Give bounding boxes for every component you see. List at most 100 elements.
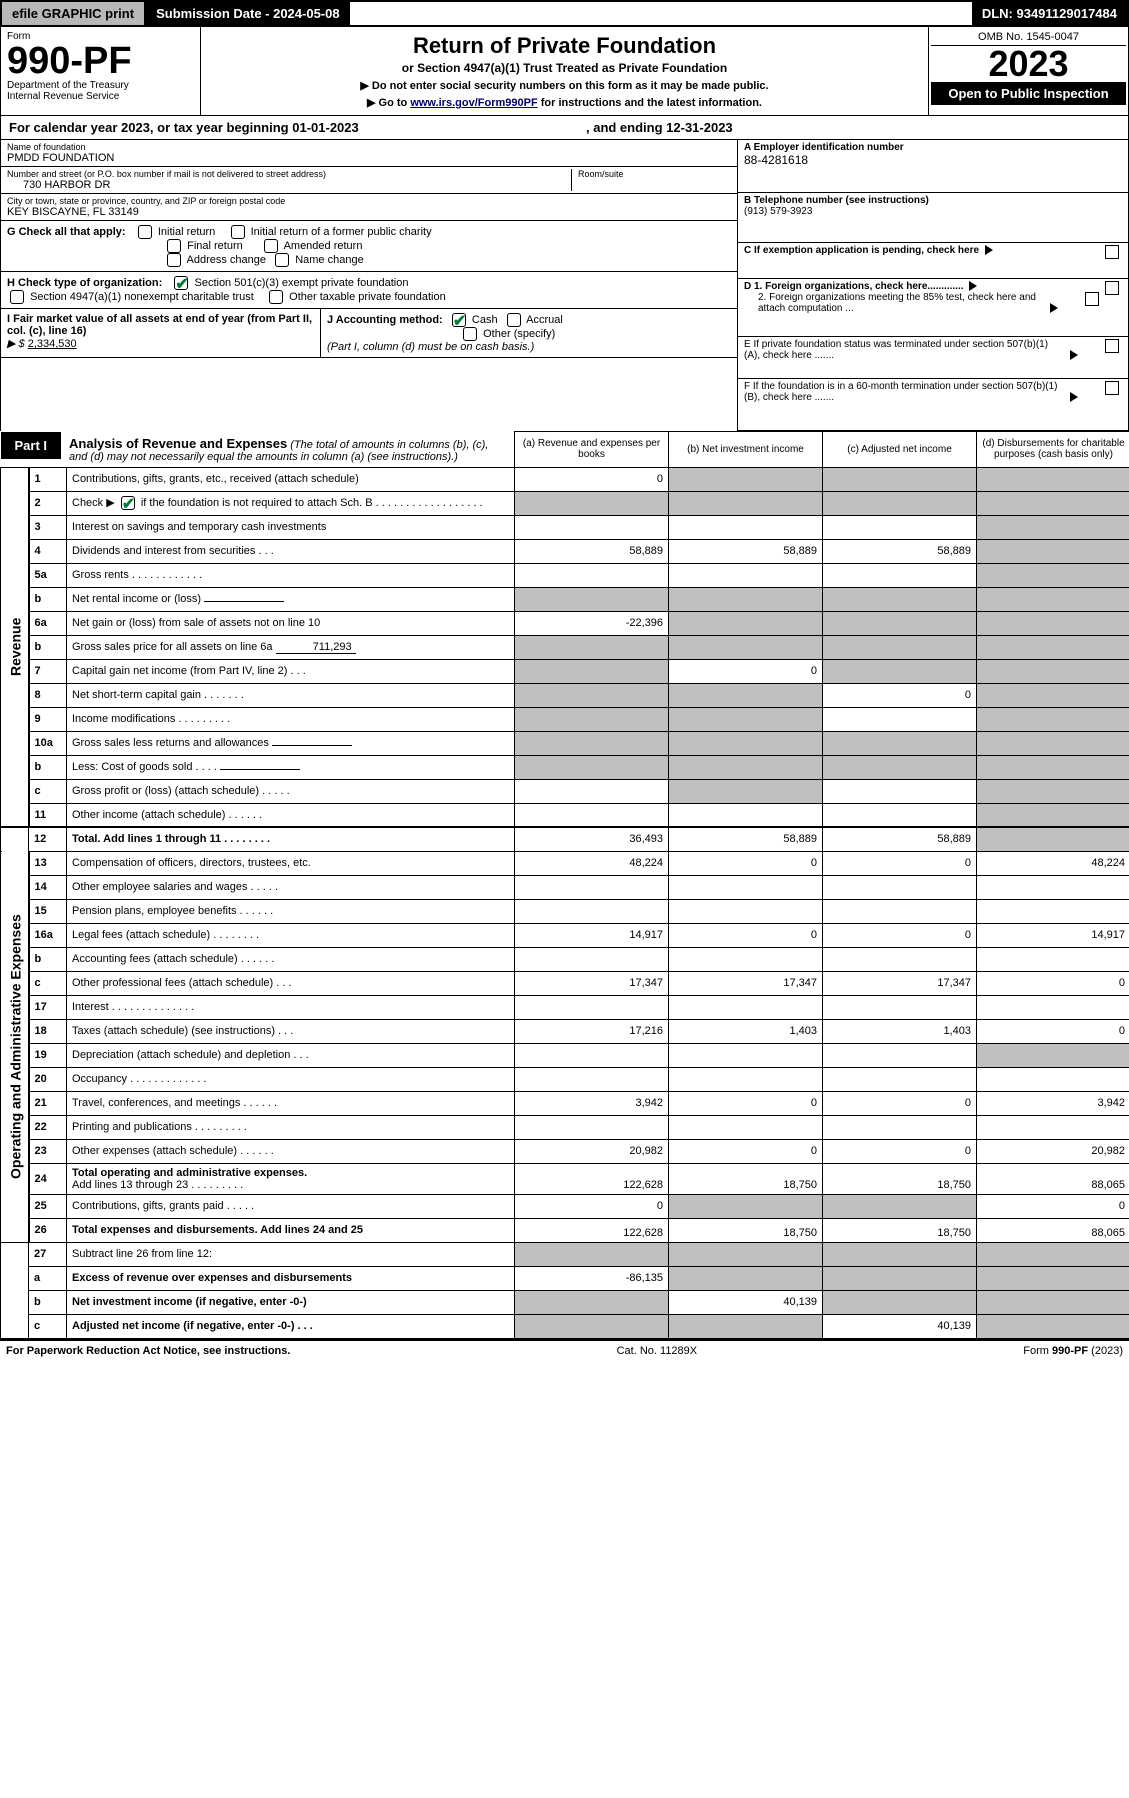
d2-checkbox[interactable] [1085,292,1099,306]
cell-b [669,611,823,635]
d1-label: D 1. Foreign organizations, check here..… [744,281,964,292]
cell-b [669,1242,823,1266]
line-desc: Net gain or (loss) from sale of assets n… [67,611,515,635]
cell-a: -86,135 [515,1266,669,1290]
efile-print-btn[interactable]: efile GRAPHIC print [2,2,146,25]
cell-b [669,683,823,707]
cell-d [977,491,1129,515]
cell-d [977,731,1129,755]
cell-c [823,491,977,515]
cell-c [823,611,977,635]
line-desc: Net rental income or (loss) [67,587,515,611]
c-checkbox[interactable] [1105,245,1119,259]
line-desc: Taxes (attach schedule) (see instruction… [67,1019,515,1043]
cell-a [515,563,669,587]
line-desc: Legal fees (attach schedule) . . . . . .… [67,923,515,947]
spacer-cell [1,827,29,851]
part1-header-row: Part I Analysis of Revenue and Expenses … [1,432,1129,468]
cell-d [977,1067,1129,1091]
table-row: 15 Pension plans, employee benefits . . … [1,899,1129,923]
initial-return-label: Initial return [158,226,215,238]
cell-b [669,491,823,515]
line-desc: Adjusted net income (if negative, enter … [67,1314,515,1338]
table-row: 4 Dividends and interest from securities… [1,539,1129,563]
e-cell: E If private foundation status was termi… [738,337,1128,379]
form-number: 990-PF [7,42,194,80]
cell-b [669,947,823,971]
cell-d: 0 [977,1194,1129,1218]
initial-return-checkbox[interactable] [138,225,152,239]
cell-d: 20,982 [977,1139,1129,1163]
address-label: Number and street (or P.O. box number if… [7,169,571,179]
cell-a: 3,942 [515,1091,669,1115]
other-taxable-label: Other taxable private foundation [289,291,446,303]
top-bar: efile GRAPHIC print Submission Date - 20… [0,0,1129,27]
initial-public-checkbox[interactable] [231,225,245,239]
cell-c [823,803,977,827]
s501c3-checkbox[interactable] [174,276,188,290]
table-row: 17 Interest . . . . . . . . . . . . . . [1,995,1129,1019]
cell-b [669,995,823,1019]
line-no: 12 [29,827,67,851]
line-no: 17 [29,995,67,1019]
dln-label: DLN: 93491129017484 [972,2,1127,25]
topbar-spacer [350,2,972,25]
cell-a [515,659,669,683]
other-taxable-checkbox[interactable] [269,290,283,304]
part1-title: Analysis of Revenue and Expenses [69,436,287,451]
col-a-header: (a) Revenue and expenses per books [515,432,669,468]
j-label: J Accounting method: [327,314,443,326]
cell-a [515,731,669,755]
cell-c [823,875,977,899]
table-row: 24 Total operating and administrative ex… [1,1163,1129,1194]
phone-cell: B Telephone number (see instructions) (9… [738,193,1128,243]
table-row: 21 Travel, conferences, and meetings . .… [1,1091,1129,1115]
form-id-block: Form 990-PF Department of the Treasury I… [1,27,201,115]
phone-label: B Telephone number (see instructions) [744,195,929,206]
amended-return-checkbox[interactable] [264,239,278,253]
submission-date: Submission Date - 2024-05-08 [146,2,350,25]
cell-d [977,1043,1129,1067]
j-block: J Accounting method: Cash Accrual Other … [321,309,737,357]
d2-label: 2. Foreign organizations meeting the 85%… [744,292,1044,314]
line-no: 23 [29,1139,67,1163]
line-desc: Net short-term capital gain . . . . . . … [67,683,515,707]
cell-b: 0 [669,659,823,683]
ein-cell: A Employer identification number 88-4281… [738,140,1128,193]
cell-d [977,563,1129,587]
instructions-link[interactable]: www.irs.gov/Form990PF [410,97,537,109]
ein-label: A Employer identification number [744,142,904,153]
cell-c [823,947,977,971]
table-row: 14 Other employee salaries and wages . .… [1,875,1129,899]
part1-table: Part I Analysis of Revenue and Expenses … [0,431,1129,1339]
i-amount: 2,334,530 [28,338,77,350]
table-row: 20 Occupancy . . . . . . . . . . . . . [1,1067,1129,1091]
cell-a [515,515,669,539]
cell-c [823,707,977,731]
cell-d [977,1266,1129,1290]
cash-checkbox[interactable] [452,313,466,327]
table-row: Operating and Administrative Expenses 13… [1,851,1129,875]
address-change-checkbox[interactable] [167,253,181,267]
cell-c: 18,750 [823,1163,977,1194]
year-block: OMB No. 1545-0047 2023 Open to Public In… [928,27,1128,115]
cell-c [823,1043,977,1067]
final-return-checkbox[interactable] [167,239,181,253]
f-checkbox[interactable] [1105,381,1119,395]
s4947-checkbox[interactable] [10,290,24,304]
cell-b [669,515,823,539]
line-no: c [29,971,67,995]
cell-d [977,539,1129,563]
cell-d [977,899,1129,923]
d1-checkbox[interactable] [1105,281,1119,295]
footer-mid: Cat. No. 11289X [617,1345,698,1357]
name-change-checkbox[interactable] [275,253,289,267]
cell-a: 36,493 [515,827,669,851]
accrual-checkbox[interactable] [507,313,521,327]
cell-d [977,755,1129,779]
cell-d [977,875,1129,899]
table-row: 12 Total. Add lines 1 through 11 . . . .… [1,827,1129,851]
calyear-mid: , and ending [586,120,666,135]
schb-checkbox[interactable] [121,496,135,510]
e-checkbox[interactable] [1105,339,1119,353]
